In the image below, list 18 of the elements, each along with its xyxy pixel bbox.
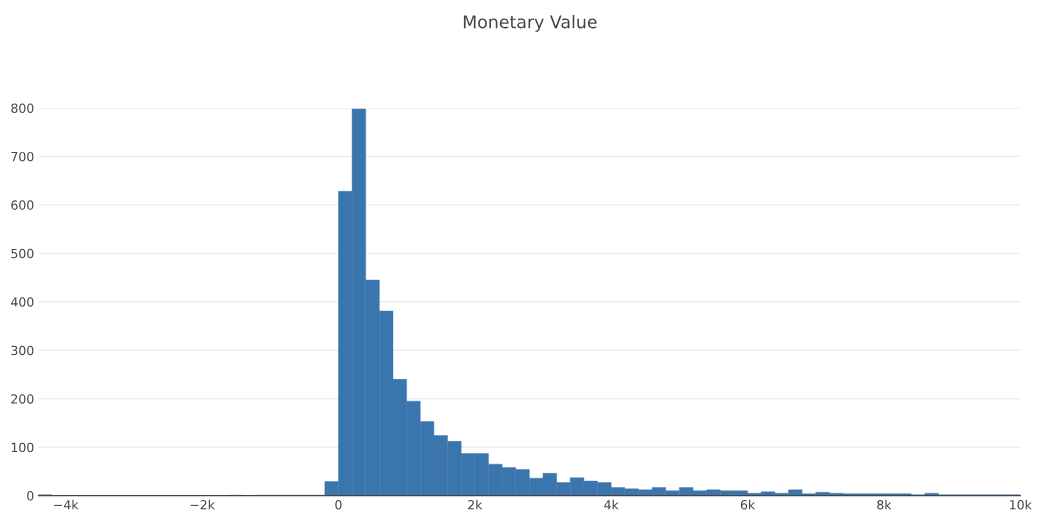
- x-tick-label: 4k: [604, 499, 619, 510]
- y-tick-label: 500: [11, 248, 34, 259]
- y-tick-label: 700: [11, 151, 34, 162]
- y-tick-label: 0: [27, 491, 34, 501]
- y-tick-label: 400: [11, 297, 34, 307]
- chart-title: Monetary Value: [463, 14, 597, 32]
- x-tick-label: 2k: [468, 499, 483, 510]
- x-tick-label: −4k: [54, 499, 79, 510]
- x-tick-label: 6k: [740, 499, 756, 510]
- x-tick-label: 8k: [877, 499, 892, 510]
- x-tick-label: −2k: [190, 499, 215, 510]
- x-tick-label: 0: [335, 500, 342, 510]
- y-tick-label: 800: [11, 103, 34, 113]
- y-tick-label: 100: [11, 442, 34, 453]
- y-tick-label: 200: [11, 394, 34, 404]
- y-tick-label: 300: [11, 345, 34, 356]
- y-tick-label: 600: [11, 200, 34, 210]
- x-tick-label: 10k: [1010, 499, 1032, 510]
